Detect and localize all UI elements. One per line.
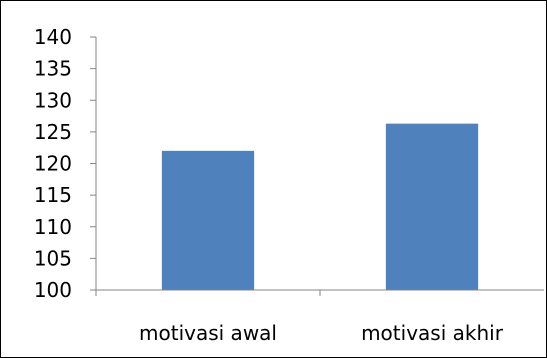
axes <box>95 37 544 296</box>
y-tick-label: 110 <box>34 215 72 239</box>
bar <box>161 150 255 290</box>
bar <box>385 123 479 290</box>
y-tick-label: 115 <box>34 183 72 207</box>
y-tick-label: 125 <box>34 120 72 144</box>
y-tick-label: 100 <box>34 278 72 302</box>
y-tick-label: 105 <box>34 246 72 270</box>
x-axis-labels: motivasi awal motivasi akhir <box>139 321 504 345</box>
y-tick-label: 140 <box>34 25 72 49</box>
y-tick-label: 130 <box>34 88 72 112</box>
x-category-label: motivasi awal <box>139 321 277 345</box>
y-tick-label: 120 <box>34 152 72 176</box>
y-tick-label: 135 <box>34 57 72 81</box>
y-axis-ticks: 100 105 110 115 120 125 130 135 140 <box>34 25 96 302</box>
bars <box>161 123 479 290</box>
x-category-label: motivasi akhir <box>361 321 504 345</box>
